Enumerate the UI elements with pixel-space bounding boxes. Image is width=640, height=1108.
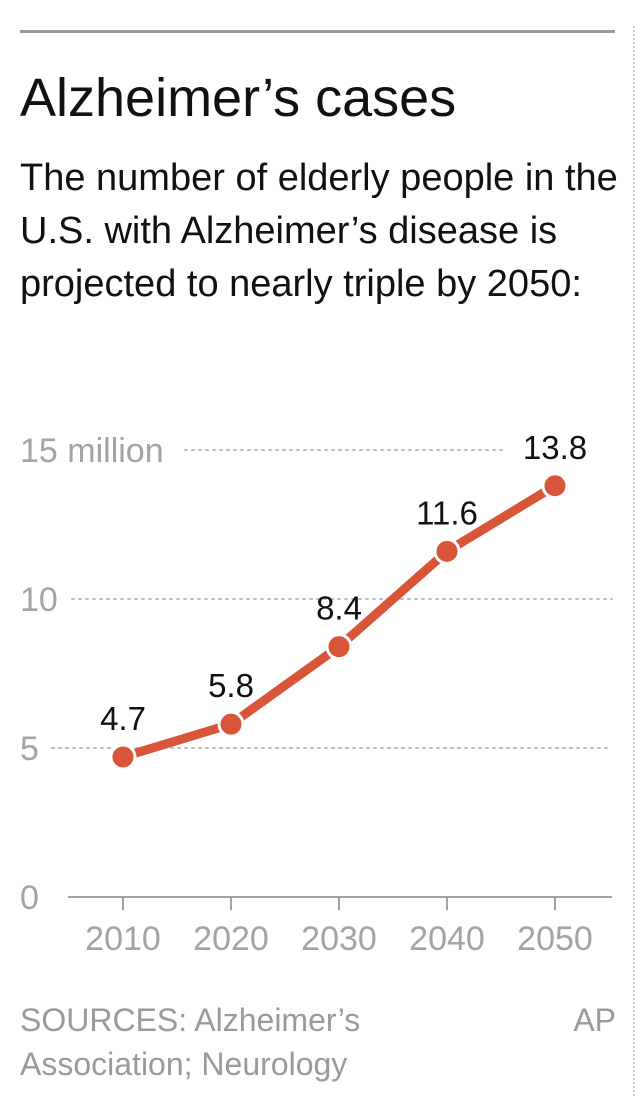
credit-ap: AP [573,1002,616,1038]
y-axis-ticks: 0 5 10 15 million [20,432,164,917]
chart-subtitle: The number of elderly people in the U.S.… [20,157,618,305]
top-rule [20,30,615,33]
data-label-2030: 8.4 [316,590,362,627]
data-label-2020: 5.8 [208,667,254,704]
x-tick-label-2050: 2050 [517,920,593,958]
data-points [109,472,569,771]
x-tick-label-2030: 2030 [301,920,377,958]
data-point-2030 [325,633,353,661]
x-tick-label-2040: 2040 [409,920,485,958]
data-labels: 4.7 5.8 8.4 11.6 13.8 [100,429,587,737]
y-tick-label-10: 10 [20,581,58,619]
x-tick-label-2020: 2020 [193,920,269,958]
page-border [633,26,635,1096]
y-tick-label-15: 15 million [20,432,164,470]
line-chart: 0 5 10 15 million 2010 2020 2030 2040 2050 4.7 5… [20,429,613,958]
source-note: SOURCES: Alzheimer’s Association; Neurol… [20,1002,361,1082]
data-point-2050 [541,472,569,500]
x-tick-label-2010: 2010 [85,920,161,958]
chart-title: Alzheimer’s cases [20,68,457,128]
data-label-2040: 11.6 [416,494,478,531]
y-tick-label-0: 0 [20,879,39,917]
data-point-2040 [433,537,461,565]
data-point-2020 [217,710,245,738]
data-label-2010: 4.7 [100,700,146,737]
y-tick-label-5: 5 [20,730,39,768]
data-point-2010 [109,743,137,771]
data-label-2050: 13.8 [523,429,587,466]
x-axis: 2010 2020 2030 2040 2050 [68,896,612,958]
